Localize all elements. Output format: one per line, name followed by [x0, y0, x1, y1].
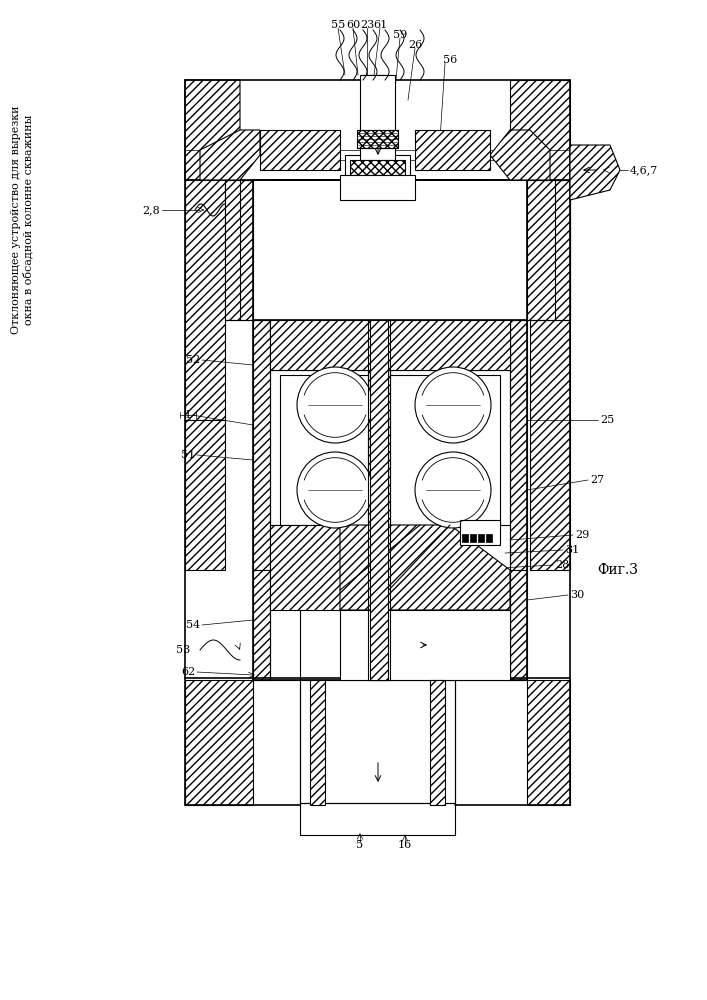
FancyBboxPatch shape	[470, 534, 476, 542]
FancyBboxPatch shape	[462, 534, 468, 542]
Text: 4,6,7: 4,6,7	[630, 165, 658, 175]
Polygon shape	[530, 150, 570, 570]
Polygon shape	[527, 180, 570, 320]
Polygon shape	[185, 80, 240, 180]
Text: 27: 27	[590, 475, 604, 485]
Polygon shape	[340, 610, 510, 680]
Polygon shape	[185, 420, 225, 570]
Text: 31: 31	[565, 545, 579, 555]
FancyBboxPatch shape	[357, 130, 398, 148]
FancyBboxPatch shape	[370, 75, 384, 155]
FancyBboxPatch shape	[378, 320, 390, 680]
Text: 2,8: 2,8	[142, 205, 160, 215]
FancyBboxPatch shape	[350, 160, 405, 175]
Polygon shape	[370, 320, 388, 680]
Text: 30: 30	[570, 590, 584, 600]
Text: 54: 54	[186, 620, 200, 630]
FancyBboxPatch shape	[486, 534, 492, 542]
Text: 51: 51	[181, 450, 195, 460]
Polygon shape	[260, 130, 340, 170]
Circle shape	[297, 367, 373, 443]
FancyBboxPatch shape	[362, 75, 392, 155]
FancyBboxPatch shape	[280, 375, 500, 525]
Circle shape	[297, 452, 373, 528]
FancyBboxPatch shape	[300, 680, 455, 805]
Polygon shape	[340, 525, 510, 610]
Polygon shape	[415, 130, 490, 170]
Polygon shape	[510, 80, 570, 180]
Text: 16: 16	[398, 840, 412, 850]
Text: 61: 61	[373, 20, 387, 30]
Polygon shape	[185, 150, 225, 420]
FancyBboxPatch shape	[460, 520, 500, 545]
Polygon shape	[253, 320, 270, 680]
FancyBboxPatch shape	[340, 175, 415, 200]
Polygon shape	[570, 145, 620, 200]
Polygon shape	[527, 680, 570, 805]
FancyBboxPatch shape	[300, 803, 455, 835]
Text: 26: 26	[408, 40, 422, 50]
FancyBboxPatch shape	[368, 320, 378, 680]
Text: 59: 59	[393, 30, 407, 40]
Circle shape	[415, 452, 491, 528]
Polygon shape	[510, 320, 527, 680]
Text: 55: 55	[331, 20, 345, 30]
Text: 53: 53	[176, 645, 190, 655]
Text: Отклоняющее устройство для вырезки
окна в обсадной колонне скважины: Отклоняющее устройство для вырезки окна …	[11, 106, 33, 334]
Text: 28: 28	[555, 560, 569, 570]
FancyBboxPatch shape	[478, 534, 484, 542]
FancyBboxPatch shape	[430, 680, 445, 805]
Polygon shape	[490, 130, 550, 180]
Text: Фиг.3: Фиг.3	[597, 563, 638, 577]
Text: 62: 62	[181, 667, 195, 677]
Polygon shape	[385, 320, 510, 370]
FancyBboxPatch shape	[345, 155, 410, 180]
Polygon shape	[200, 130, 260, 180]
Text: 5: 5	[356, 840, 363, 850]
Text: I: I	[185, 410, 190, 420]
Circle shape	[415, 367, 491, 443]
Text: 29: 29	[575, 530, 589, 540]
FancyBboxPatch shape	[310, 680, 325, 805]
Text: 60: 60	[346, 20, 360, 30]
Text: 52: 52	[186, 355, 200, 365]
Polygon shape	[225, 180, 253, 320]
FancyBboxPatch shape	[360, 75, 395, 160]
Polygon shape	[185, 680, 253, 805]
Polygon shape	[270, 320, 375, 370]
Text: 23: 23	[360, 20, 374, 30]
Text: 56: 56	[443, 55, 457, 65]
Polygon shape	[270, 525, 340, 610]
Text: 25: 25	[600, 415, 614, 425]
